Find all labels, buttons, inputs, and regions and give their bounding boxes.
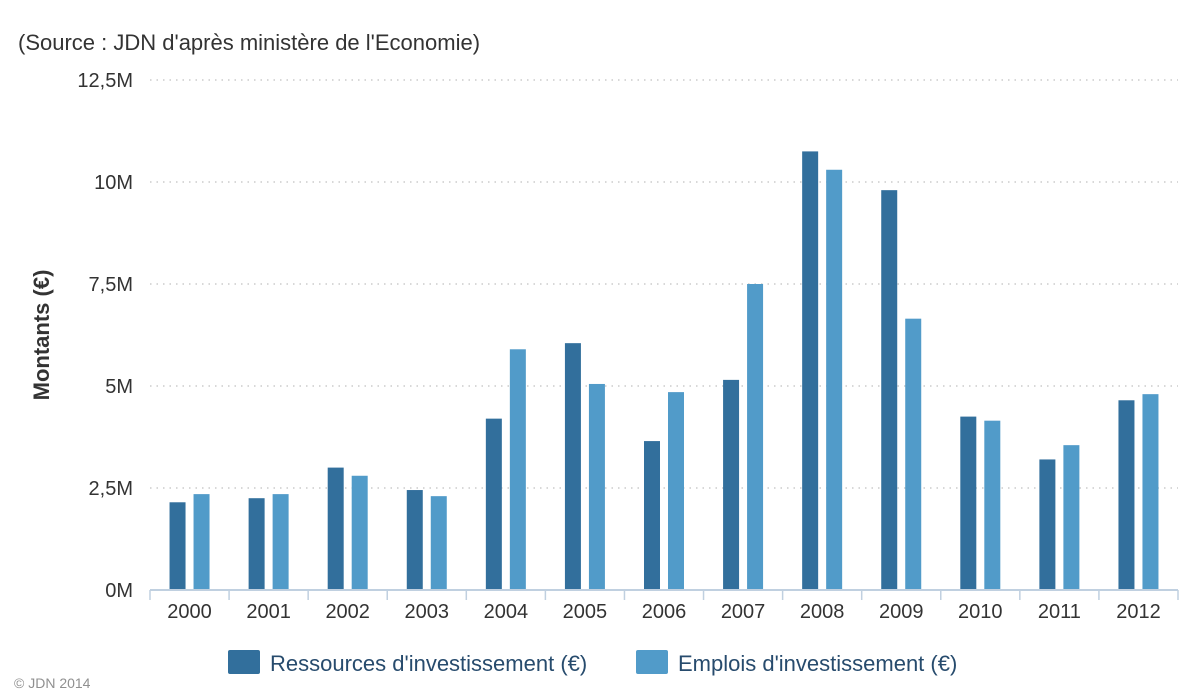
bar-emplois-2012 xyxy=(1142,394,1159,590)
chart-credit[interactable]: © JDN 2014 xyxy=(14,675,91,691)
x-tick-label: 2005 xyxy=(563,601,608,623)
bar-emplois-2008 xyxy=(826,169,843,590)
x-tick-label: 2009 xyxy=(879,601,924,623)
x-tick-label: 2008 xyxy=(800,601,845,623)
x-tick-label: 2000 xyxy=(167,601,212,623)
bar-emplois-2001 xyxy=(272,494,289,590)
bar-emplois-2000 xyxy=(193,494,210,590)
y-tick-label: 0M xyxy=(105,580,133,602)
x-tick-label: 2001 xyxy=(246,601,291,623)
legend-swatch-ressources xyxy=(228,650,260,674)
legend: Ressources d'investissement (€) Emplois … xyxy=(228,650,957,676)
bar-emplois-2011 xyxy=(1063,445,1080,590)
legend-label-ressources[interactable]: Ressources d'investissement (€) xyxy=(270,651,587,676)
x-tick-label: 2007 xyxy=(721,601,766,623)
bar-emplois-2009 xyxy=(905,318,922,590)
bar-ressources-2007 xyxy=(723,379,740,590)
bar-emplois-2007 xyxy=(747,284,764,590)
y-axis-ticks: 0M 2,5M 5M 7,5M 10M 12,5M xyxy=(77,70,133,602)
bar-emplois-2006 xyxy=(668,392,684,590)
bars xyxy=(169,151,1159,590)
bar-emplois-2003 xyxy=(430,496,447,590)
y-tick-label: 10M xyxy=(94,172,133,194)
bar-ressources-2002 xyxy=(327,467,344,590)
bar-emplois-2004 xyxy=(509,349,526,590)
bar-ressources-2005 xyxy=(564,343,581,590)
x-axis: 2000 2001 2002 2003 2004 2005 2006 2007 2008 2009… xyxy=(149,589,1179,623)
bar-ressources-2000 xyxy=(169,502,186,590)
bar-ressources-2012 xyxy=(1118,400,1135,590)
x-tick-label: 2011 xyxy=(1038,601,1081,623)
bar-emplois-2005 xyxy=(588,383,605,590)
x-tick-label: 2006 xyxy=(642,601,687,623)
legend-label-emplois[interactable]: Emplois d'investissement (€) xyxy=(678,651,957,676)
bar-ressources-2009 xyxy=(881,190,898,590)
bar-emplois-2010 xyxy=(984,420,1001,590)
bar-ressources-2008 xyxy=(802,151,819,590)
bar-ressources-2001 xyxy=(248,498,265,590)
x-tick-label: 2003 xyxy=(405,601,450,623)
x-tick-label: 2004 xyxy=(484,601,529,623)
y-axis-label: Montants (€) xyxy=(29,270,54,401)
y-tick-label: 5M xyxy=(105,376,133,398)
bar-ressources-2011 xyxy=(1039,459,1056,590)
bar-ressources-2003 xyxy=(406,490,423,590)
bar-emplois-2002 xyxy=(351,475,368,590)
y-tick-label: 12,5M xyxy=(77,70,133,92)
bar-ressources-2004 xyxy=(485,418,502,590)
y-tick-label: 7,5M xyxy=(89,274,133,296)
gridlines xyxy=(150,79,1178,489)
chart-subtitle: (Source : JDN d'après ministère de l'Eco… xyxy=(18,30,480,55)
bar-ressources-2006 xyxy=(644,441,660,590)
x-tick-label: 2010 xyxy=(958,601,1003,623)
bar-ressources-2010 xyxy=(960,416,977,590)
y-tick-label: 2,5M xyxy=(89,478,133,500)
x-tick-label: 2002 xyxy=(325,601,370,623)
x-tick-label: 2012 xyxy=(1116,601,1161,623)
legend-swatch-emplois xyxy=(636,650,668,674)
